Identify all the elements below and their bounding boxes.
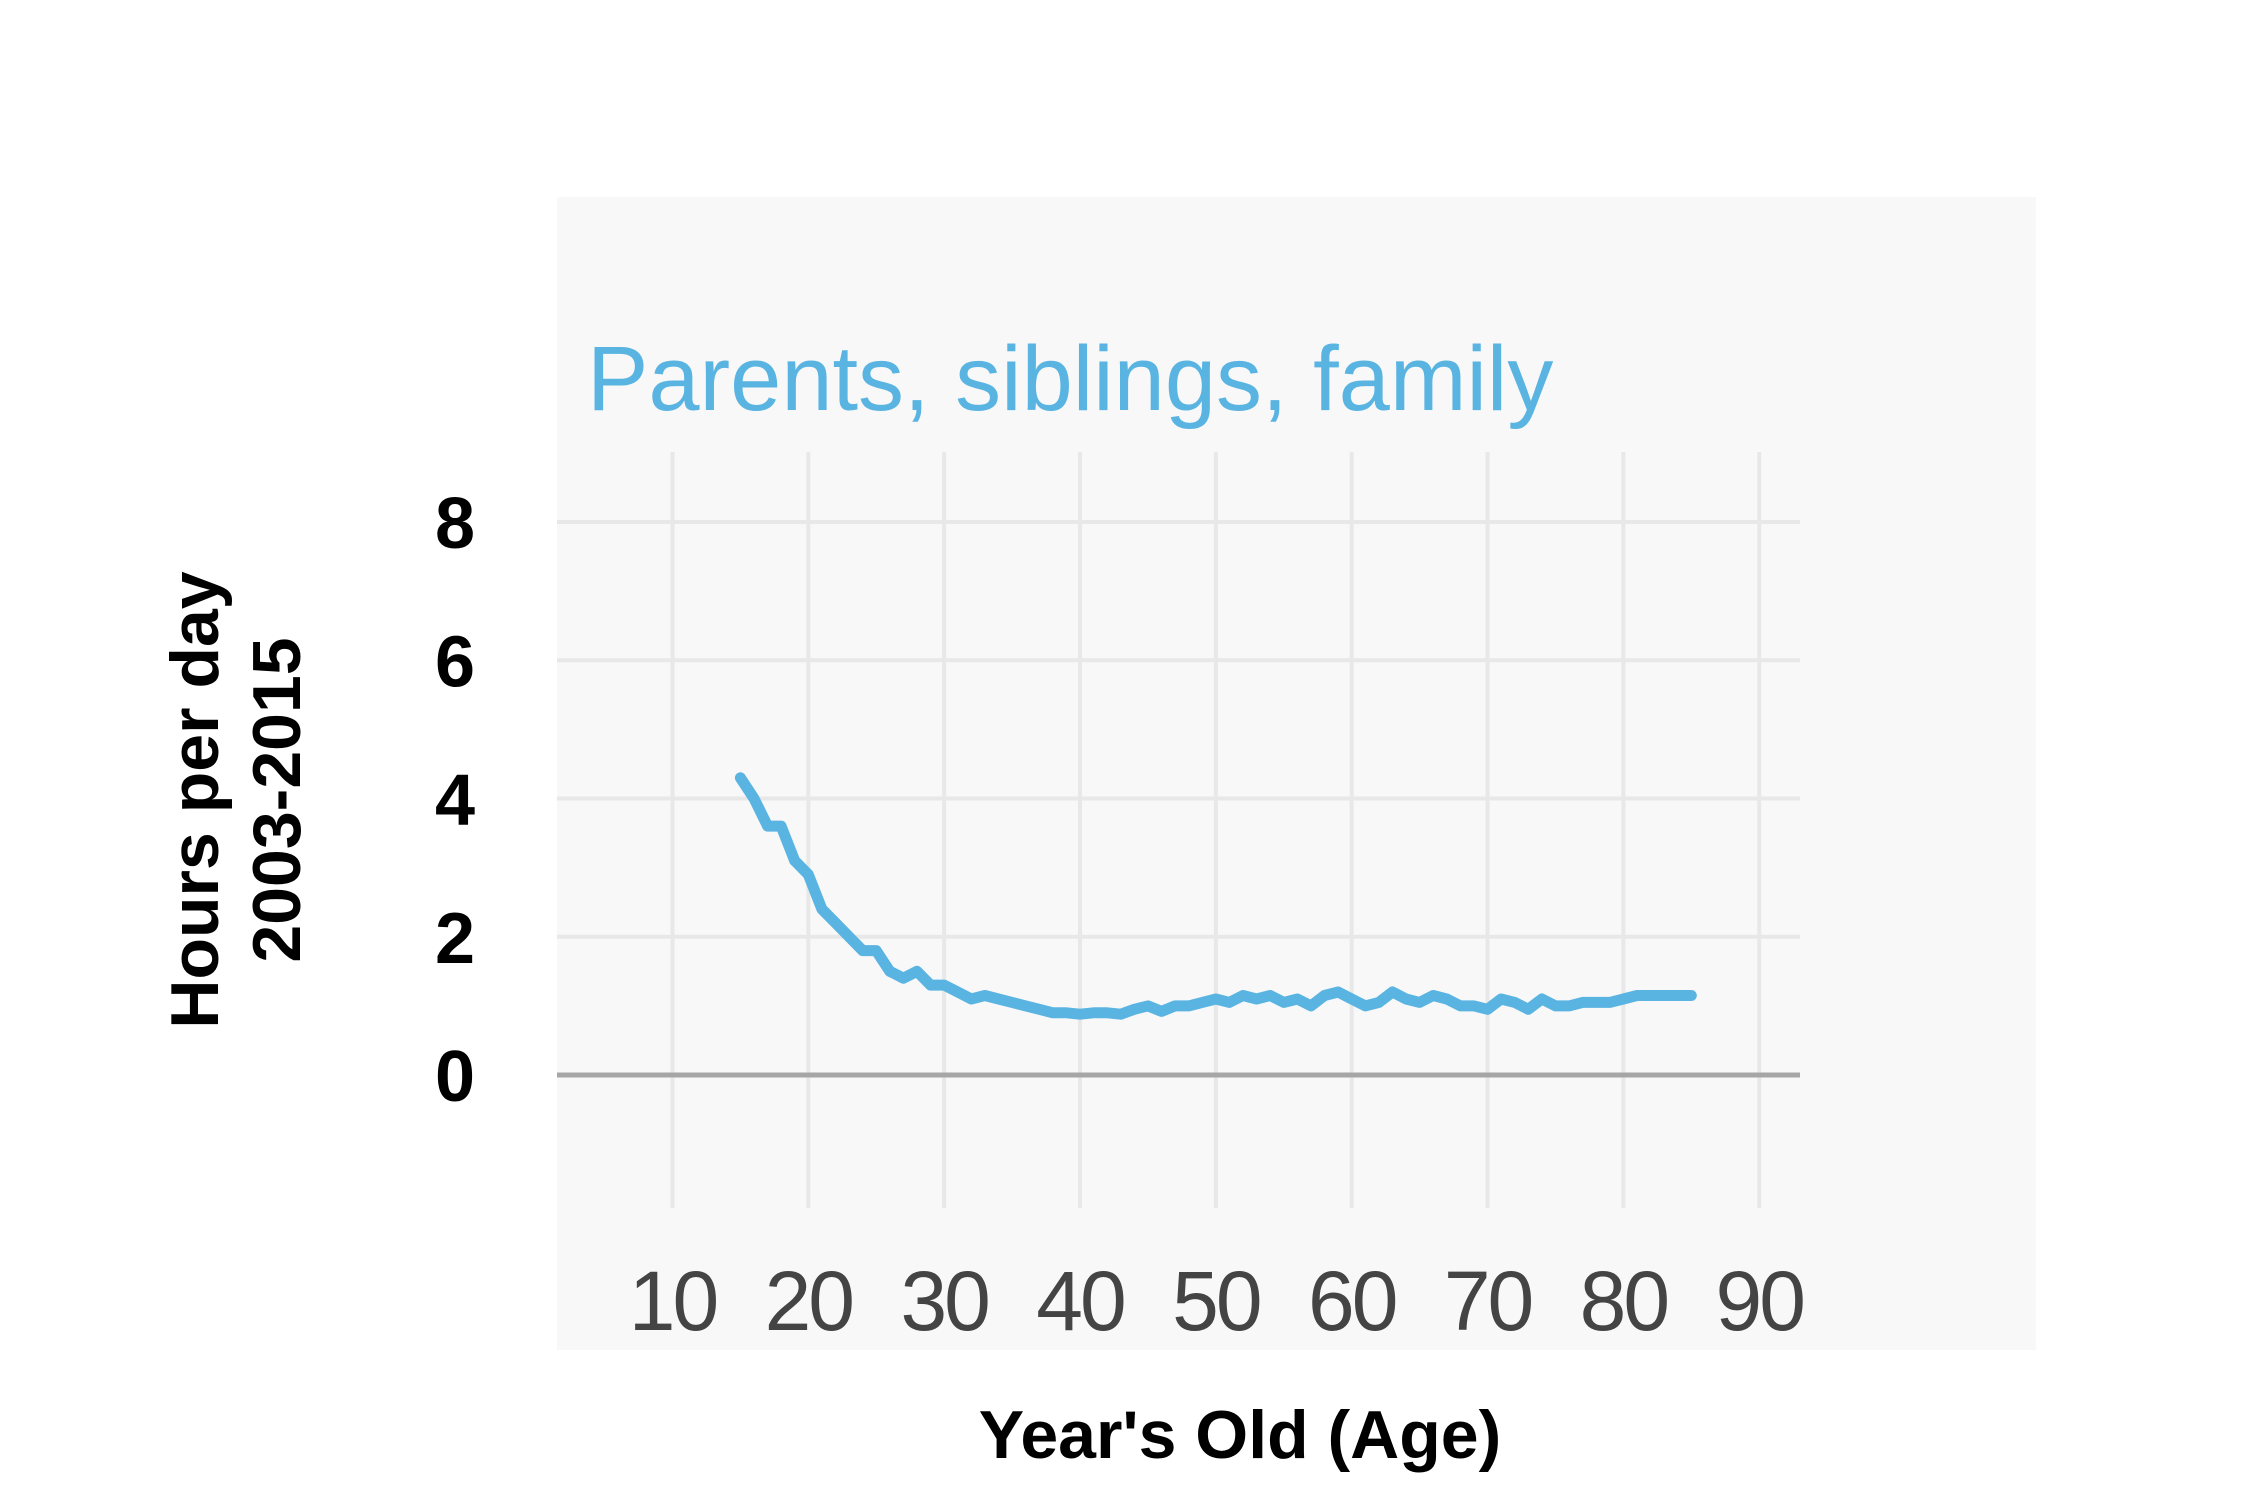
series-line <box>734 772 1697 1020</box>
y-tick-8: 8 <box>435 484 475 564</box>
y-axis-label-line1: Hours per day <box>157 571 233 1028</box>
x-tick-90: 90 <box>1716 1254 1804 1348</box>
y-tick-0: 0 <box>435 1037 475 1117</box>
y-tick-2: 2 <box>435 899 475 979</box>
y-tick-labels: 0 2 4 6 8 <box>435 484 475 1117</box>
y-axis-label-line2: 2003-2015 <box>239 637 315 962</box>
x-tick-30: 30 <box>900 1254 988 1348</box>
x-tick-labels: 10 20 30 40 50 60 70 80 90 <box>629 1254 1806 1348</box>
chart-title: Parents, siblings, family <box>587 328 1553 430</box>
x-tick-60: 60 <box>1308 1254 1396 1348</box>
x-tick-20: 20 <box>765 1254 853 1348</box>
plot-panel <box>557 197 2036 1350</box>
x-tick-50: 50 <box>1172 1254 1260 1348</box>
grid-horizontal <box>557 520 1800 939</box>
x-tick-80: 80 <box>1580 1254 1668 1348</box>
y-tick-6: 6 <box>435 622 475 702</box>
x-tick-10: 10 <box>629 1254 717 1348</box>
x-tick-70: 70 <box>1444 1254 1532 1348</box>
x-tick-40: 40 <box>1036 1254 1124 1348</box>
y-tick-4: 4 <box>435 761 475 841</box>
grid-vertical <box>670 452 1762 1208</box>
x-axis-label: Year's Old (Age) <box>979 1397 1502 1473</box>
